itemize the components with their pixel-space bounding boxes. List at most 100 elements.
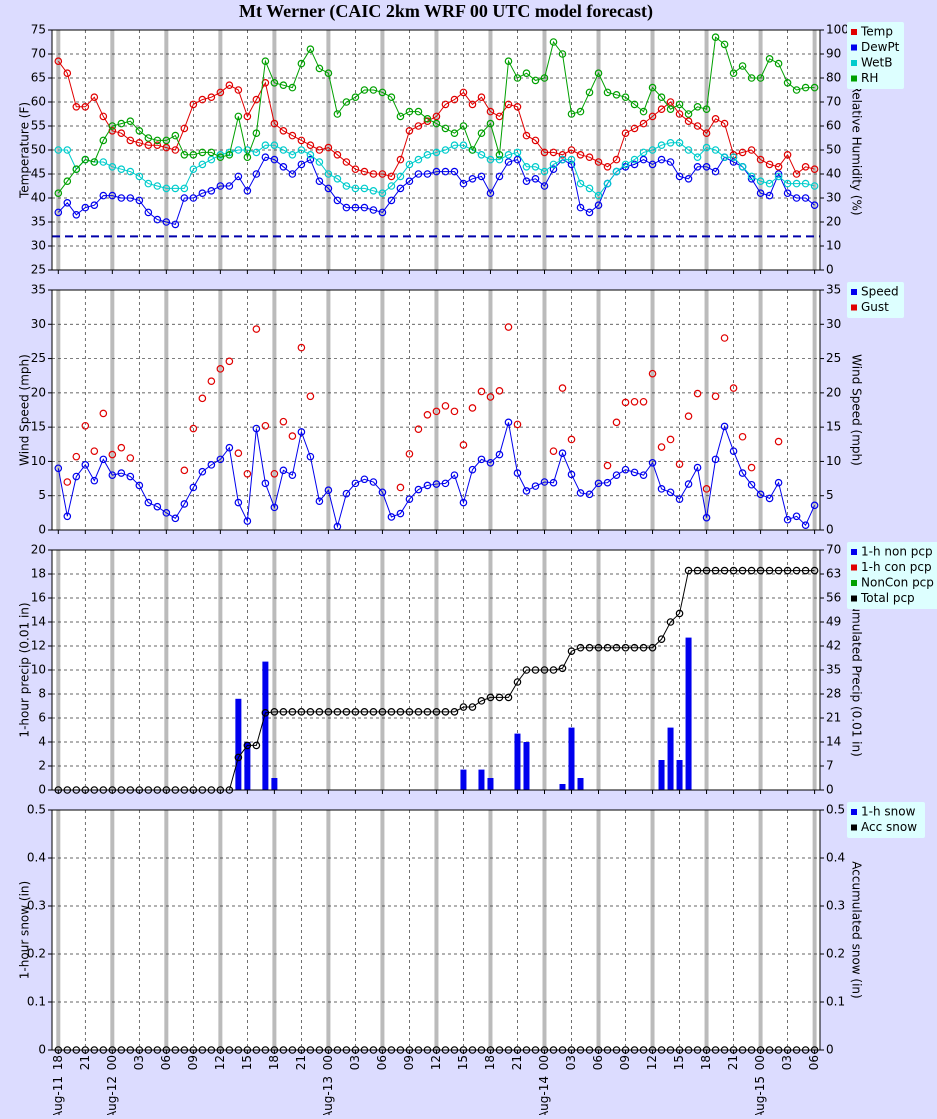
y-tick-label: 6 (38, 711, 46, 725)
y2-tick-label: 0 (826, 1043, 834, 1057)
marker (639, 397, 648, 406)
marker (396, 112, 405, 121)
marker (504, 100, 513, 109)
marker (360, 86, 369, 94)
marker (441, 402, 450, 410)
marker (711, 33, 720, 42)
series-line (57, 156, 815, 226)
bar (478, 769, 485, 790)
y-tick-label: 2 (38, 759, 46, 773)
legend-label: 1-h non pcp (861, 545, 933, 559)
marker (252, 170, 261, 178)
marker (693, 103, 702, 111)
marker (99, 158, 108, 166)
y-tick-label: 75 (31, 23, 46, 37)
bar (244, 742, 251, 790)
marker (243, 741, 252, 750)
marker (180, 184, 189, 193)
y2-axis-label: Accumulated Precip (0.01 in) (850, 583, 864, 757)
marker (333, 110, 342, 118)
bar (271, 778, 278, 790)
x-tick-label: 06 (591, 1055, 605, 1070)
marker (621, 93, 630, 102)
marker (225, 151, 234, 159)
y2-tick-label: 0 (826, 523, 834, 537)
marker (630, 100, 639, 109)
marker (495, 151, 504, 159)
marker (432, 407, 441, 416)
marker (792, 566, 801, 575)
marker (171, 514, 180, 523)
marker (162, 218, 171, 226)
marker (396, 155, 405, 164)
marker (270, 503, 279, 512)
marker (441, 124, 450, 133)
bar (568, 727, 575, 790)
marker (162, 143, 171, 152)
marker (414, 170, 423, 178)
marker (549, 478, 558, 487)
marker (441, 708, 450, 716)
marker (216, 151, 225, 159)
y-axis-label: 1-hour snow (in) (18, 881, 32, 979)
x-tick-label: 18 (699, 1055, 713, 1070)
plot-border (51, 809, 821, 1051)
y2-tick-label: 15 (826, 420, 841, 434)
marker (423, 481, 432, 490)
marker (666, 158, 675, 166)
legend-label: RH (861, 71, 878, 85)
marker (765, 191, 774, 200)
marker (333, 175, 342, 183)
legend-swatch (851, 75, 857, 82)
y2-tick-label: 0.5 (826, 803, 845, 817)
y2-axis-label: Wind Speed (mph) (850, 354, 864, 466)
marker (639, 471, 648, 479)
marker (459, 88, 468, 97)
y2-tick-label: 25 (826, 351, 841, 365)
marker (576, 489, 585, 497)
marker (54, 208, 63, 217)
marker (756, 74, 765, 82)
marker (234, 449, 243, 458)
marker (216, 153, 225, 162)
bar (667, 727, 674, 790)
marker (450, 167, 459, 176)
marker (477, 387, 486, 396)
marker (774, 478, 783, 487)
bar (685, 637, 692, 790)
legend-swatch (851, 44, 857, 51)
marker (765, 566, 774, 575)
marker (486, 458, 495, 467)
marker (531, 482, 540, 490)
marker (567, 160, 576, 169)
marker (729, 69, 738, 78)
marker (585, 153, 594, 162)
marker (612, 155, 621, 164)
plot-border (51, 549, 821, 791)
marker (450, 95, 459, 104)
marker (225, 357, 234, 366)
x-tick-label: 18 (483, 1055, 497, 1070)
marker (126, 117, 135, 126)
y2-axis-label: Relative Humidity (%) (850, 84, 864, 215)
marker (351, 165, 360, 174)
y-tick-label: 0.2 (27, 947, 46, 961)
marker (666, 105, 675, 114)
marker (792, 86, 801, 94)
marker (135, 196, 144, 205)
marker (756, 155, 765, 164)
marker (324, 486, 333, 495)
marker (801, 163, 810, 171)
marker (477, 129, 486, 138)
marker (801, 179, 810, 188)
marker (756, 566, 765, 575)
marker (657, 485, 666, 493)
marker (495, 172, 504, 181)
marker (666, 98, 675, 106)
marker (81, 461, 90, 469)
marker (414, 122, 423, 130)
marker (549, 666, 558, 674)
marker (108, 163, 117, 171)
marker (144, 134, 153, 142)
